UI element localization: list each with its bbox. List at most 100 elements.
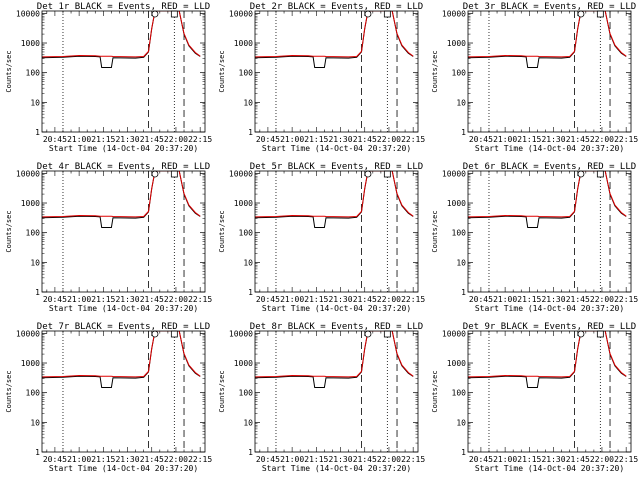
y-tick-label: 100 bbox=[26, 229, 41, 238]
x-tick-label: 22:00 bbox=[164, 135, 188, 144]
y-tick-label: 1 bbox=[248, 448, 253, 457]
series-line-events bbox=[42, 11, 201, 68]
y-tick-label: 1000 bbox=[21, 199, 40, 208]
detector-chart: Det 5r BLACK = Events, RED = LLD Counts/s… bbox=[218, 162, 425, 313]
x-tick-label: 21:00 bbox=[493, 135, 517, 144]
plot-area bbox=[42, 11, 201, 132]
x-tick-label: 22:00 bbox=[377, 295, 401, 304]
plot-area bbox=[255, 11, 414, 132]
y-tick-label: 1 bbox=[248, 128, 253, 137]
x-tick-label: 22:15 bbox=[614, 295, 638, 304]
circle-marker bbox=[151, 330, 159, 338]
y-tick-label: 10000 bbox=[229, 329, 253, 338]
y-tick-label: 1 bbox=[35, 128, 40, 137]
x-tick-label: 21:30 bbox=[328, 295, 352, 304]
x-tick-label: 20:45 bbox=[256, 455, 280, 464]
x-tick-label: 21:00 bbox=[280, 135, 304, 144]
x-tick-label: 21:45 bbox=[353, 455, 377, 464]
x-tick-label: 20:45 bbox=[256, 135, 280, 144]
square-marker bbox=[383, 330, 391, 338]
x-tick-label: 21:45 bbox=[353, 135, 377, 144]
plot-frame bbox=[467, 330, 632, 453]
y-tick-label: 1000 bbox=[21, 39, 40, 48]
y-tick-label: 100 bbox=[452, 389, 467, 398]
plot-frame bbox=[41, 10, 206, 133]
y-tick-label: 1000 bbox=[234, 359, 253, 368]
y-tick-label: 10000 bbox=[16, 9, 40, 18]
y-tick-label: 10 bbox=[30, 258, 40, 267]
square-marker bbox=[170, 170, 178, 178]
y-tick-label: 1000 bbox=[21, 359, 40, 368]
x-tick-label: 21:15 bbox=[517, 295, 541, 304]
x-tick-label: 21:45 bbox=[566, 295, 590, 304]
x-tick-label: 20:45 bbox=[469, 455, 493, 464]
plot-frame bbox=[41, 330, 206, 453]
y-tick-label: 10000 bbox=[442, 169, 466, 178]
detector-chart: Det 7r BLACK = Events, RED = LLD Counts/s… bbox=[5, 322, 212, 473]
x-axis-label: Start Time (14-Oct-04 20:37:20) bbox=[262, 464, 411, 473]
y-tick-label: 1000 bbox=[234, 199, 253, 208]
detector-chart: Det 2r BLACK = Events, RED = LLD Counts/s… bbox=[218, 2, 425, 153]
x-tick-label: 22:00 bbox=[590, 135, 614, 144]
y-tick-label: 1 bbox=[461, 128, 466, 137]
y-tick-label: 100 bbox=[239, 69, 254, 78]
y-tick-label: 1000 bbox=[447, 39, 466, 48]
x-tick-label: 22:15 bbox=[401, 295, 425, 304]
y-tick-label: 1 bbox=[461, 288, 466, 297]
y-tick-label: 10 bbox=[243, 418, 253, 427]
series-line-events bbox=[468, 171, 627, 228]
x-tick-label: 21:45 bbox=[566, 455, 590, 464]
x-tick-label: 21:45 bbox=[140, 295, 164, 304]
plot-area bbox=[42, 331, 201, 452]
circle-marker bbox=[577, 330, 585, 338]
y-tick-label: 10 bbox=[30, 98, 40, 107]
x-tick-label: 22:00 bbox=[164, 455, 188, 464]
y-tick-label: 10 bbox=[243, 98, 253, 107]
y-axis-label: Counts/sec bbox=[5, 370, 13, 412]
series-line-lld bbox=[468, 331, 627, 378]
x-tick-label: 21:45 bbox=[566, 135, 590, 144]
x-axis-label: Start Time (14-Oct-04 20:37:20) bbox=[475, 464, 624, 473]
series-line-lld bbox=[255, 331, 414, 378]
plot-frame bbox=[467, 10, 632, 133]
chart-title: Det 2r BLACK = Events, RED = LLD bbox=[250, 2, 423, 12]
x-tick-label: 21:15 bbox=[517, 455, 541, 464]
x-tick-label: 22:00 bbox=[590, 295, 614, 304]
x-tick-label: 21:00 bbox=[280, 295, 304, 304]
y-tick-label: 1000 bbox=[234, 39, 253, 48]
x-tick-label: 21:30 bbox=[541, 295, 565, 304]
square-marker bbox=[596, 10, 604, 18]
x-tick-label: 22:00 bbox=[377, 455, 401, 464]
y-tick-label: 100 bbox=[452, 229, 467, 238]
circle-marker bbox=[364, 330, 372, 338]
chart-title: Det 7r BLACK = Events, RED = LLD bbox=[37, 322, 210, 332]
series-line-events bbox=[42, 171, 201, 228]
circle-marker bbox=[364, 10, 372, 18]
x-tick-label: 21:30 bbox=[115, 135, 139, 144]
y-tick-label: 10 bbox=[243, 258, 253, 267]
x-tick-label: 22:00 bbox=[590, 455, 614, 464]
x-tick-label: 21:45 bbox=[140, 455, 164, 464]
y-axis-label: Counts/sec bbox=[431, 370, 439, 412]
plot-frame bbox=[254, 170, 419, 293]
x-tick-label: 21:00 bbox=[493, 455, 517, 464]
y-tick-label: 100 bbox=[239, 229, 254, 238]
square-marker bbox=[383, 10, 391, 18]
chart-title: Det 6r BLACK = Events, RED = LLD bbox=[463, 162, 636, 172]
square-marker bbox=[596, 330, 604, 338]
x-tick-label: 21:15 bbox=[91, 295, 115, 304]
x-tick-label: 21:00 bbox=[280, 455, 304, 464]
series-line-lld bbox=[255, 11, 414, 58]
plot-area bbox=[468, 331, 627, 452]
x-tick-label: 21:30 bbox=[328, 135, 352, 144]
circle-marker bbox=[364, 170, 372, 178]
x-tick-label: 21:15 bbox=[91, 455, 115, 464]
x-tick-label: 22:15 bbox=[188, 455, 212, 464]
chart-title: Det 4r BLACK = Events, RED = LLD bbox=[37, 162, 210, 172]
circle-marker bbox=[151, 10, 159, 18]
plot-frame bbox=[467, 170, 632, 293]
series-line-lld bbox=[42, 331, 201, 378]
plot-area bbox=[42, 171, 201, 292]
y-axis-label: Counts/sec bbox=[5, 210, 13, 252]
